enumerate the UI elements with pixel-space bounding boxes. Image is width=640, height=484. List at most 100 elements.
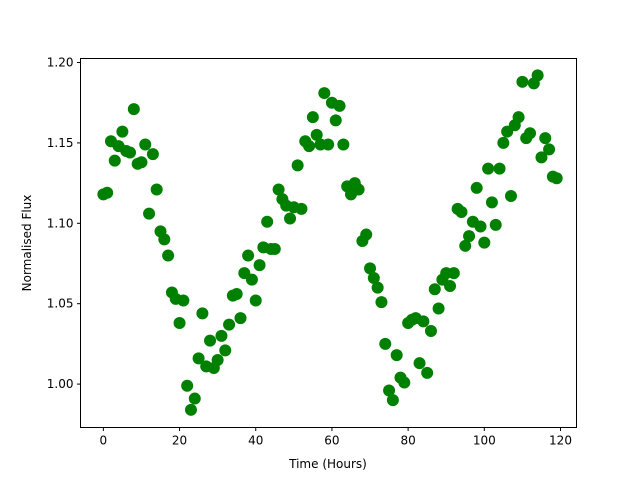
data-point: [417, 315, 430, 328]
data-point: [173, 316, 186, 329]
data-point: [318, 87, 331, 100]
data-point: [535, 151, 548, 164]
y-axis-label: Normalised Flux: [20, 195, 34, 292]
data-point: [162, 249, 175, 262]
data-point: [101, 186, 114, 199]
data-point: [215, 329, 228, 342]
x-axis: 0 20 40 60 80 100 120: [100, 427, 572, 448]
data-point: [230, 288, 243, 301]
data-point: [245, 273, 258, 286]
data-point: [543, 143, 556, 156]
data-point: [143, 207, 156, 220]
data-point: [485, 196, 498, 209]
axes-frame: [80, 58, 577, 428]
data-point: [295, 202, 308, 215]
data-point: [524, 127, 537, 140]
data-point: [379, 337, 392, 350]
data-point: [493, 162, 506, 175]
data-point: [135, 156, 148, 169]
data-point: [390, 349, 403, 362]
data-point: [375, 296, 388, 309]
data-point: [211, 353, 224, 366]
data-point: [474, 220, 487, 233]
data-point: [455, 206, 468, 219]
x-axis-label: Time (Hours): [288, 457, 367, 471]
data-point: [158, 233, 171, 246]
data-point: [177, 294, 190, 307]
x-tick-label: 40: [248, 434, 263, 448]
data-point: [489, 218, 502, 231]
data-point: [463, 230, 476, 243]
data-point: [352, 183, 365, 196]
data-point: [268, 243, 281, 256]
data-point: [253, 259, 266, 272]
data-point: [497, 136, 510, 149]
data-point: [539, 132, 552, 145]
data-point: [531, 69, 544, 82]
data-point: [424, 325, 437, 338]
data-point: [413, 357, 426, 370]
x-tick-label: 0: [100, 434, 108, 448]
data-point: [333, 99, 346, 112]
data-point: [428, 283, 441, 296]
data-point: [447, 267, 460, 280]
y-tick-label: 1.20: [47, 56, 74, 70]
data-point: [219, 344, 232, 357]
data-point: [306, 111, 319, 124]
data-point: [261, 215, 274, 228]
data-point: [482, 162, 495, 175]
data-point: [364, 262, 377, 275]
data-point: [146, 148, 159, 161]
x-tick-label: 20: [172, 434, 187, 448]
data-point: [242, 249, 255, 262]
data-point: [150, 183, 163, 196]
data-point: [116, 125, 129, 138]
x-tick-label: 80: [400, 434, 415, 448]
data-point: [432, 302, 445, 315]
y-tick-label: 1.05: [47, 297, 74, 311]
data-point: [478, 236, 491, 249]
y-axis: 1.00 1.05 1.10 1.15 1.20: [47, 56, 81, 391]
data-point: [284, 212, 297, 225]
data-point: [303, 140, 316, 153]
x-tick-label: 60: [324, 434, 339, 448]
data-point: [444, 280, 457, 293]
data-point: [383, 384, 396, 397]
data-point: [386, 394, 399, 407]
data-point: [204, 334, 217, 347]
y-tick-label: 1.15: [47, 136, 74, 150]
data-point: [367, 271, 380, 284]
y-tick-label: 1.10: [47, 216, 74, 230]
data-point: [310, 128, 323, 141]
data-point: [192, 352, 205, 365]
data-point: [398, 376, 411, 389]
data-point: [470, 181, 483, 194]
data-point: [249, 294, 262, 307]
data-point: [504, 189, 517, 202]
data-point: [108, 154, 121, 167]
data-point: [337, 138, 350, 151]
data-point: [127, 103, 140, 116]
data-point: [272, 183, 285, 196]
data-point: [181, 379, 194, 392]
data-point: [371, 281, 384, 294]
data-point: [459, 239, 472, 252]
data-point: [223, 318, 236, 331]
data-point: [512, 111, 525, 124]
data-point: [124, 146, 137, 159]
data-point: [516, 75, 529, 88]
data-point: [329, 114, 342, 127]
y-tick-label: 1.00: [47, 377, 74, 391]
data-point: [139, 138, 152, 151]
x-tick-label: 120: [549, 434, 572, 448]
data-point: [322, 138, 335, 151]
data-point: [234, 312, 247, 325]
data-point: [550, 172, 563, 185]
data-point: [196, 307, 209, 320]
data-point: [360, 228, 373, 241]
data-point: [421, 366, 434, 379]
data-point: [184, 403, 197, 416]
data-point: [291, 159, 304, 172]
data-points: [97, 69, 563, 416]
